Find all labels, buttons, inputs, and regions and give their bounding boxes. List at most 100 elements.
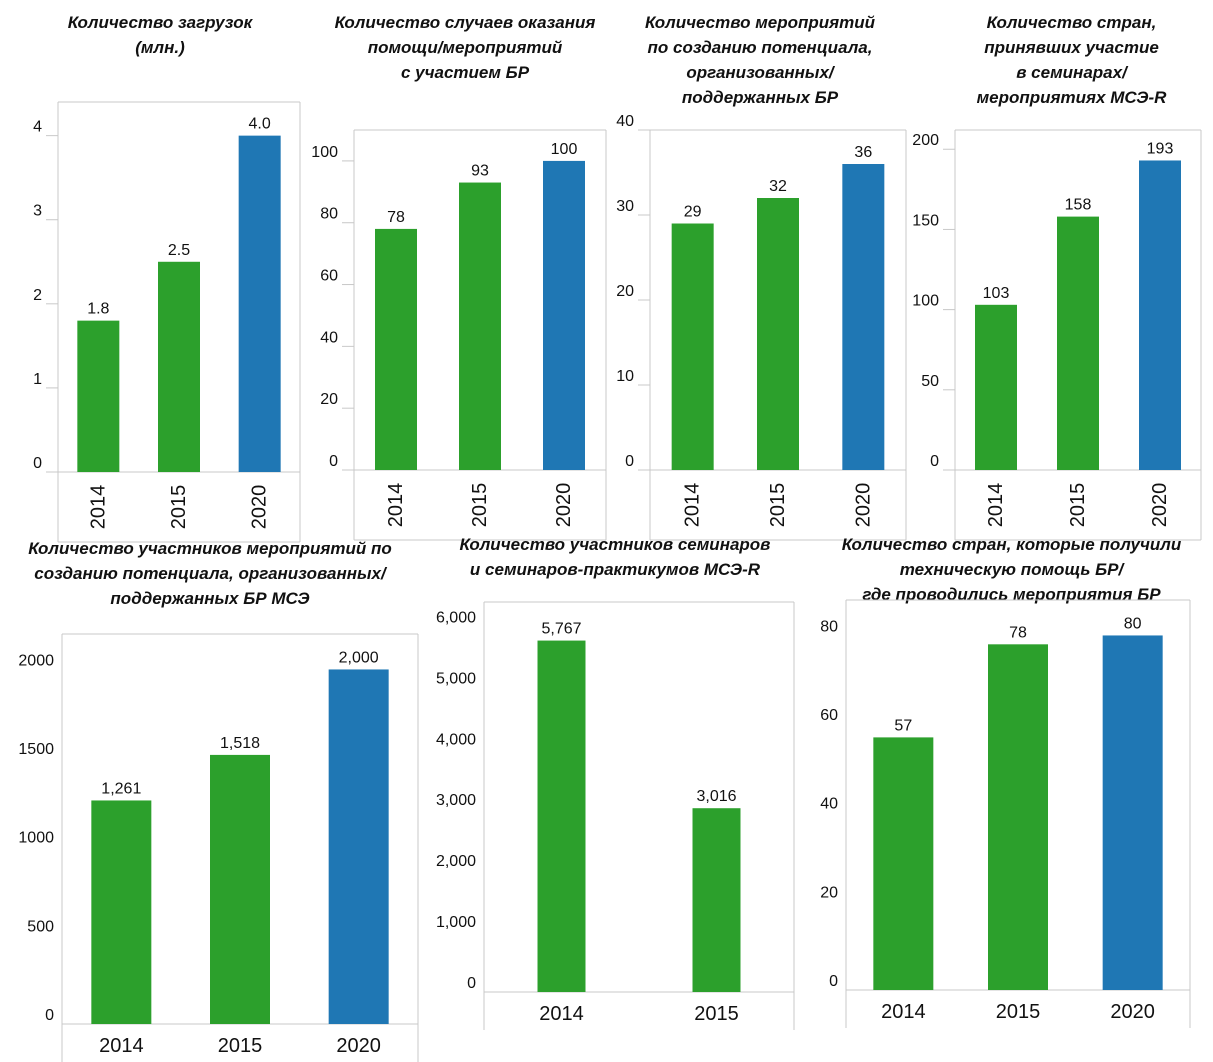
bar-2020 (238, 135, 281, 473)
y-tick-label: 1 (33, 371, 42, 388)
x-tick-label: 2015 (767, 483, 789, 528)
y-tick-label: 2000 (18, 652, 54, 669)
chart-title: Количество стран, которые получили техни… (841, 535, 1182, 604)
x-tick-label: 2020 (852, 483, 874, 528)
chart-panel-downloads: Количество загрузок (млн.) 0 1 2 3 4 1.8 2014 2… (0, 0, 301, 543)
chart-panel-capacity-participants: Количество участников мероприятий по соз… (0, 532, 420, 1062)
y-tick-label: 20 (616, 283, 634, 300)
x-tick-label: 2014 (385, 483, 407, 528)
bar-chart: 0 1,000 2,000 3,000 4,000 5,000 6,000 5,767 2014… (436, 601, 795, 1030)
y-tick-label: 1000 (18, 830, 54, 847)
bar-chart: 0 20 40 60 80 57 2014 78 2015 80 2020 (820, 599, 1191, 1028)
bar-2014 (671, 223, 714, 470)
bar-value-label: 103 (983, 285, 1010, 302)
x-tick-label: 2014 (99, 1035, 144, 1057)
bar-chart: 0 10 20 30 40 29 2014 32 2015 36 2020 (616, 113, 907, 541)
bar-value-label: 5,767 (541, 621, 581, 638)
x-tick-label: 2014 (682, 483, 704, 528)
x-tick-label: 2020 (1149, 483, 1171, 528)
bar-2015 (757, 198, 799, 470)
bar-value-label: 78 (387, 209, 405, 226)
y-tick-label: 4 (33, 119, 42, 136)
x-tick-label: 2014 (539, 1003, 584, 1025)
bar-value-label: 36 (854, 144, 872, 161)
x-tick-label: 2020 (249, 485, 271, 530)
y-tick-label: 150 (912, 212, 939, 229)
bar-2014 (873, 737, 934, 990)
y-tick-label: 200 (912, 132, 939, 149)
bar-value-label: 193 (1147, 140, 1174, 157)
bar-value-label: 93 (471, 163, 489, 180)
y-tick-label: 60 (320, 268, 338, 285)
bar-2014 (375, 228, 417, 470)
x-tick-label: 2015 (996, 1001, 1041, 1023)
y-tick-label: 20 (320, 391, 338, 408)
chart-panel-assisted-countries: Количество стран, которые получили техни… (810, 532, 1213, 1051)
bar-chart: 0 1 2 3 4 1.8 2014 2.5 2015 4.0 2020 (33, 101, 301, 543)
y-tick-label: 10 (616, 368, 634, 385)
bar-2015 (459, 182, 501, 470)
bar-value-label: 29 (684, 204, 702, 221)
bar-chart: 0 500 1000 1500 2000 1,261 2014 1,518 2015 2,000 2… (18, 633, 419, 1062)
y-tick-label: 0 (45, 1007, 54, 1024)
bar-value-label: 4.0 (249, 116, 271, 133)
bar-value-label: 78 (1009, 624, 1027, 641)
bar-2020 (328, 669, 389, 1024)
y-tick-label: 2 (33, 287, 42, 304)
x-tick-label: 2015 (469, 483, 491, 528)
y-tick-label: 60 (820, 707, 838, 724)
bar-value-label: 1,261 (101, 780, 141, 797)
chart-panel-assistance-events: Количество случаев оказания помощи/мероп… (300, 0, 610, 541)
bar-2020 (1102, 635, 1163, 990)
chart-panel-capacity-events: Количество мероприятий по созданию потен… (610, 0, 910, 541)
y-tick-label: 2,000 (436, 853, 476, 870)
bar-value-label: 158 (1065, 197, 1092, 214)
bar-2015 (692, 808, 741, 992)
bar-2014 (77, 320, 120, 472)
x-tick-label: 2014 (87, 485, 109, 530)
bar-value-label: 32 (769, 178, 787, 195)
y-tick-label: 30 (616, 198, 634, 215)
bar-value-label: 3,016 (696, 788, 736, 805)
bar-2020 (842, 164, 885, 470)
y-tick-label: 40 (320, 329, 338, 346)
y-tick-label: 20 (820, 884, 838, 901)
bar-2015 (1057, 216, 1099, 470)
bar-2015 (158, 261, 200, 472)
y-tick-label: 0 (467, 975, 476, 992)
bar-value-label: 1,518 (220, 735, 260, 752)
chart-panel-seminar-participants: Количество участников семинаров и семина… (420, 532, 810, 1051)
y-tick-label: 40 (616, 113, 634, 130)
y-tick-label: 1,000 (436, 914, 476, 931)
chart-title: Количество стран, принявших участие в се… (976, 13, 1167, 107)
x-tick-label: 2020 (336, 1035, 381, 1057)
y-tick-label: 5,000 (436, 670, 476, 687)
y-tick-label: 0 (329, 453, 338, 470)
x-tick-label: 2015 (218, 1035, 263, 1057)
bar-value-label: 57 (894, 717, 912, 734)
y-tick-label: 80 (820, 618, 838, 635)
y-tick-label: 80 (320, 206, 338, 223)
y-tick-label: 0 (829, 973, 838, 990)
y-tick-label: 4,000 (436, 731, 476, 748)
bar-value-label: 80 (1124, 615, 1142, 632)
y-tick-label: 500 (27, 918, 54, 935)
chart-title: Количество участников семинаров и семина… (459, 535, 771, 579)
y-tick-label: 100 (311, 144, 338, 161)
x-tick-label: 2014 (881, 1001, 926, 1023)
bar-value-label: 1.8 (87, 301, 109, 318)
chart-title: Количество случаев оказания помощи/мероп… (334, 13, 596, 82)
y-tick-label: 1500 (18, 741, 54, 758)
x-tick-label: 2015 (168, 485, 190, 530)
bar-chart: 0 20 40 60 80 100 78 2014 93 2015 100 2020 (311, 129, 607, 541)
x-tick-label: 2014 (985, 483, 1007, 528)
bar-2014 (537, 640, 586, 992)
bar-chart: 0 50 100 150 200 103 2014 158 2015 193 2020 (912, 129, 1202, 541)
bar-2014 (91, 800, 152, 1024)
y-tick-label: 40 (820, 796, 838, 813)
chart-title: Количество мероприятий по созданию потен… (644, 13, 876, 107)
x-tick-label: 2020 (1110, 1001, 1155, 1023)
bar-value-label: 100 (551, 141, 578, 158)
bar-2015 (210, 754, 270, 1024)
x-tick-label: 2015 (1067, 483, 1089, 528)
